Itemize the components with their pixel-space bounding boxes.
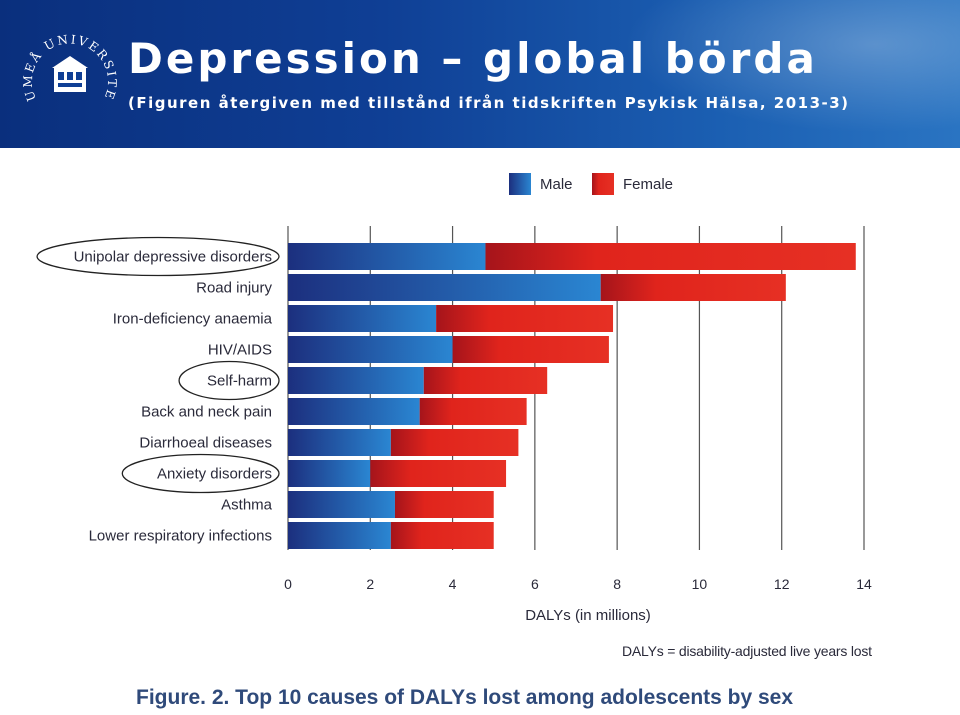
legend-swatch-female	[592, 173, 614, 195]
category-label: Road injury	[196, 280, 272, 297]
slide-title: Depression – global börda	[128, 34, 818, 83]
bar-female	[370, 460, 507, 487]
x-axis-label: DALYs (in millions)	[525, 607, 651, 624]
bar-female	[485, 243, 856, 270]
dalys-definition-note: DALYs = disability-adjusted live years l…	[622, 643, 872, 659]
bar-female	[436, 305, 614, 332]
category-label: Lower respiratory infections	[89, 528, 272, 545]
bar-female	[390, 429, 519, 456]
bar-male	[288, 274, 601, 301]
slide-subtitle: (Figuren återgiven med tillstånd ifrån t…	[128, 94, 850, 112]
figure-caption: Figure. 2. Top 10 causes of DALYs lost a…	[136, 686, 794, 709]
university-logo-icon: UMEÅ UNIVERSITET	[18, 28, 117, 103]
category-label: Self-harm	[207, 373, 272, 390]
x-tick-label: 10	[692, 576, 708, 592]
category-label: Unipolar depressive disorders	[74, 249, 272, 266]
bar-female	[600, 274, 786, 301]
bar-female	[390, 522, 494, 549]
bar-male	[288, 522, 391, 549]
x-tick-label: 12	[774, 576, 790, 592]
category-highlights	[36, 236, 280, 494]
bar-female	[452, 336, 609, 363]
category-labels: Unipolar depressive disorders Road injury…	[74, 249, 273, 545]
bar-male	[288, 398, 420, 425]
slide-header: UMEÅ UNIVERSITET Depression – global bör…	[0, 0, 960, 148]
category-label: Asthma	[221, 497, 273, 514]
x-tick-label: 4	[449, 576, 457, 592]
x-tick-label: 6	[531, 576, 539, 592]
bar-female	[423, 367, 548, 394]
bar-male	[288, 336, 453, 363]
bar-male	[288, 460, 371, 487]
highlight-ellipse	[121, 453, 280, 494]
x-tick-label: 0	[284, 576, 292, 592]
highlight-ellipse	[178, 360, 280, 401]
bar-male	[288, 367, 424, 394]
bar-male	[288, 305, 437, 332]
chart-bars	[288, 243, 856, 549]
legend-label-male: Male	[540, 176, 573, 193]
bar-male	[288, 429, 391, 456]
legend-label-female: Female	[623, 176, 673, 193]
x-tick-label: 2	[366, 576, 374, 592]
bar-male	[288, 243, 486, 270]
chart-legend: Male Female	[509, 173, 673, 195]
dalys-bar-chart: Male Female Unipolar depressive disorders…	[36, 173, 872, 624]
highlight-ellipse	[36, 236, 280, 277]
x-tick-label: 8	[613, 576, 621, 592]
legend-swatch-male	[509, 173, 531, 195]
bar-male	[288, 491, 395, 518]
category-label: HIV/AIDS	[208, 342, 272, 359]
category-label: Iron-deficiency anaemia	[113, 311, 273, 328]
x-axis-ticks: 0 2 4 6 8 10 12 14	[284, 576, 872, 592]
category-label: Back and neck pain	[141, 404, 272, 421]
x-tick-label: 14	[856, 576, 872, 592]
category-label: Diarrhoeal diseases	[139, 435, 272, 452]
bar-female	[419, 398, 527, 425]
category-label: Anxiety disorders	[157, 466, 272, 483]
bar-female	[394, 491, 494, 518]
